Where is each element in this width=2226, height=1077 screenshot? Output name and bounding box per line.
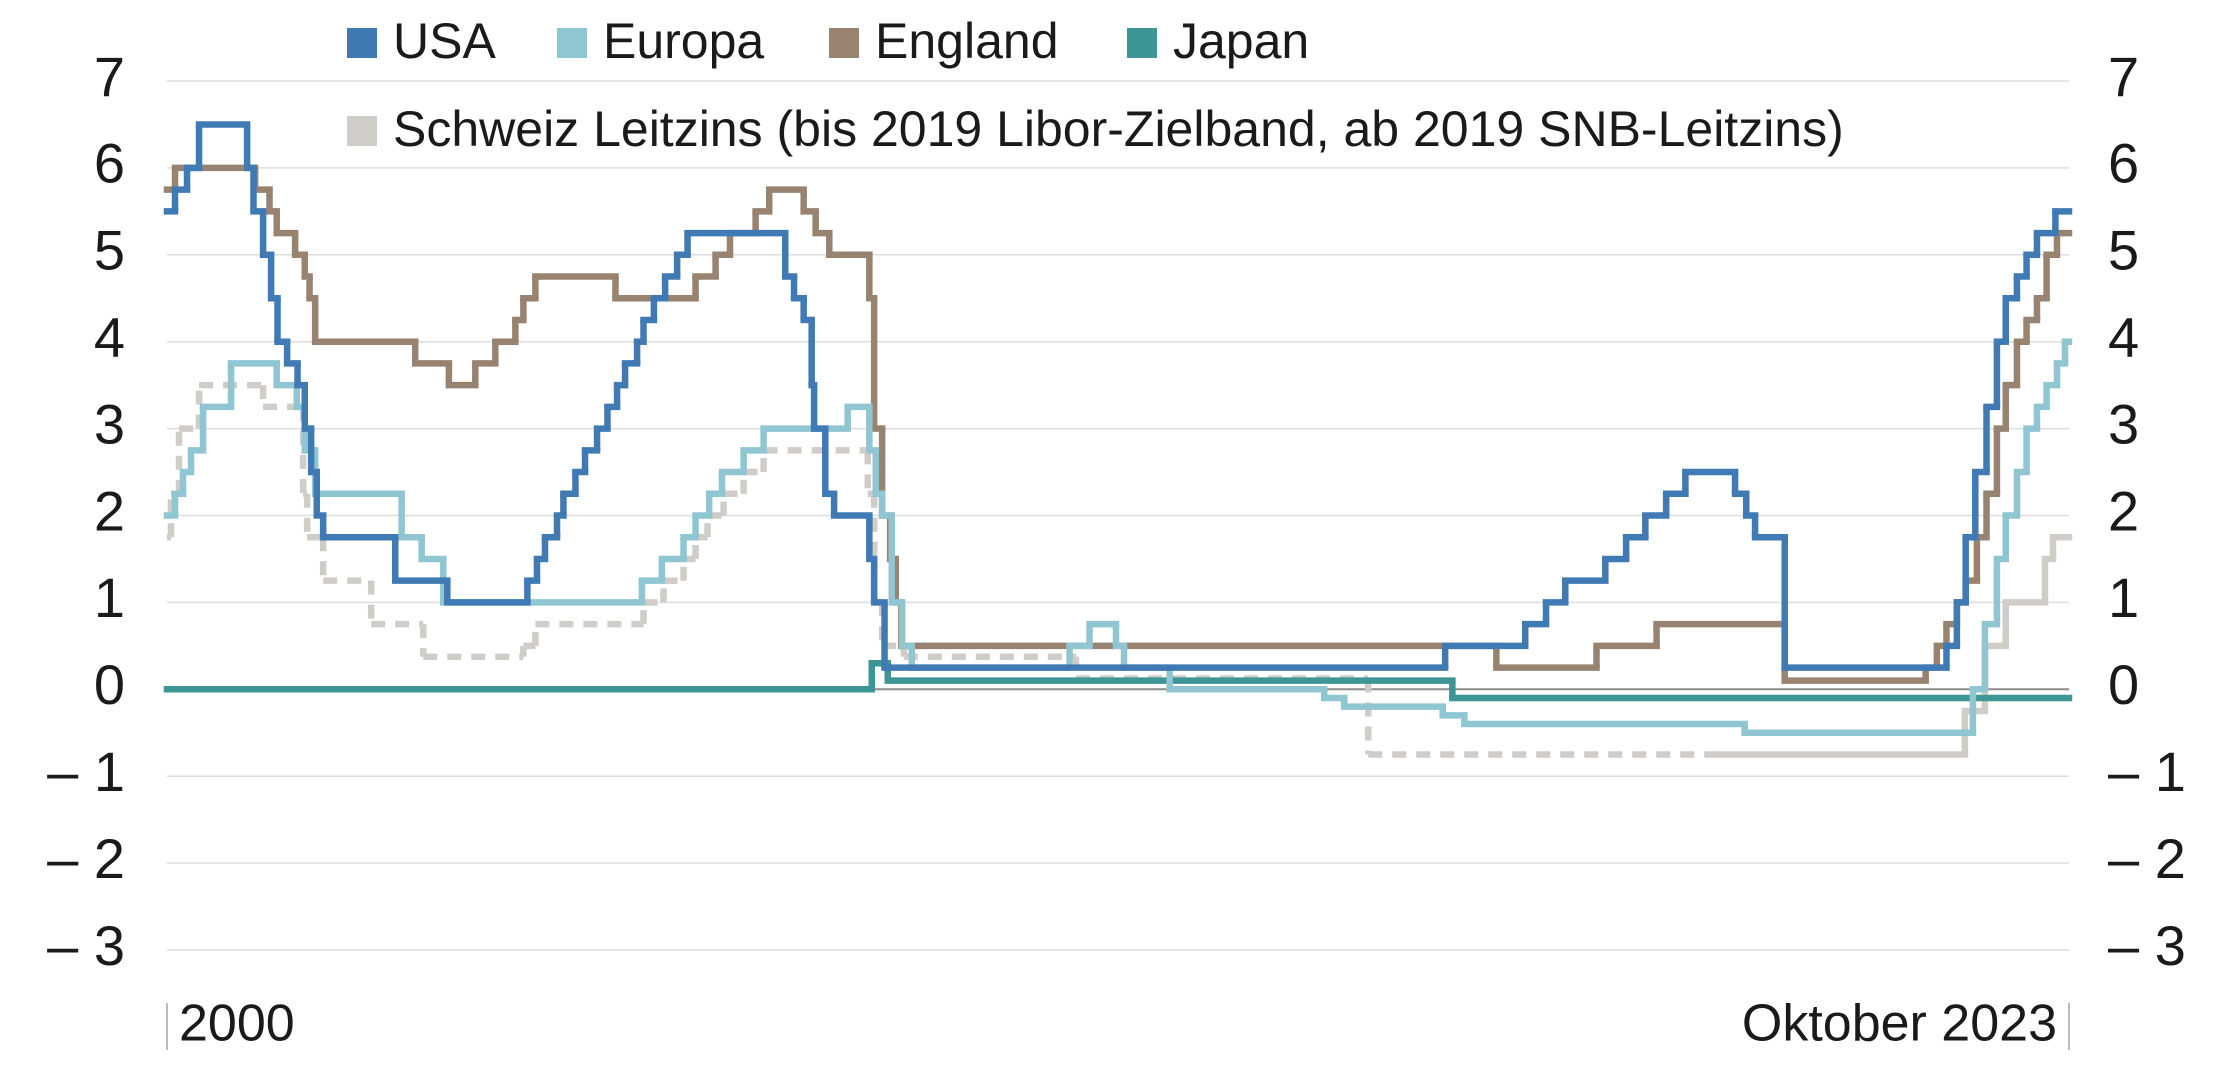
y-tick-label: – 3 (47, 914, 125, 977)
y2-tick-label: 2 (2108, 479, 2139, 542)
x-tick-label: 2000 (179, 995, 295, 1053)
y-tick-label: 7 (94, 45, 125, 108)
y2-tick-label: 3 (2108, 392, 2139, 455)
legend-label: USA (393, 13, 496, 69)
y2-tick-label: 1 (2108, 566, 2139, 629)
y-tick-label: 0 (94, 653, 125, 716)
legend-swatch (347, 28, 377, 58)
y-tick-label: 4 (94, 305, 125, 368)
legend-swatch (1127, 28, 1157, 58)
legend-label: Japan (1173, 13, 1309, 69)
y2-tick-label: – 2 (2108, 827, 2186, 890)
y-tick-label: 2 (94, 479, 125, 542)
y-tick-label: 5 (94, 219, 125, 282)
legend-label: Schweiz Leitzins (bis 2019 Libor-Zielban… (393, 101, 1844, 157)
legend-swatch (347, 116, 377, 146)
y2-tick-label: 5 (2108, 219, 2139, 282)
legend-swatch (557, 28, 587, 58)
y-tick-label: – 2 (47, 827, 125, 890)
y-tick-label: 1 (94, 566, 125, 629)
x-tick-label: Oktober 2023 (1742, 995, 2057, 1053)
y2-tick-label: 0 (2108, 653, 2139, 716)
y2-tick-label: 4 (2108, 305, 2139, 368)
y2-tick-label: – 3 (2108, 914, 2186, 977)
y2-tick-label: – 1 (2108, 740, 2186, 803)
y2-tick-label: 6 (2108, 132, 2139, 195)
y-tick-label: 6 (94, 132, 125, 195)
y2-tick-label: 7 (2108, 45, 2139, 108)
legend-swatch (829, 28, 859, 58)
legend-label: Europa (603, 13, 764, 69)
y-tick-label: 3 (94, 392, 125, 455)
y-tick-label: – 1 (47, 740, 125, 803)
legend-label: England (875, 13, 1059, 69)
